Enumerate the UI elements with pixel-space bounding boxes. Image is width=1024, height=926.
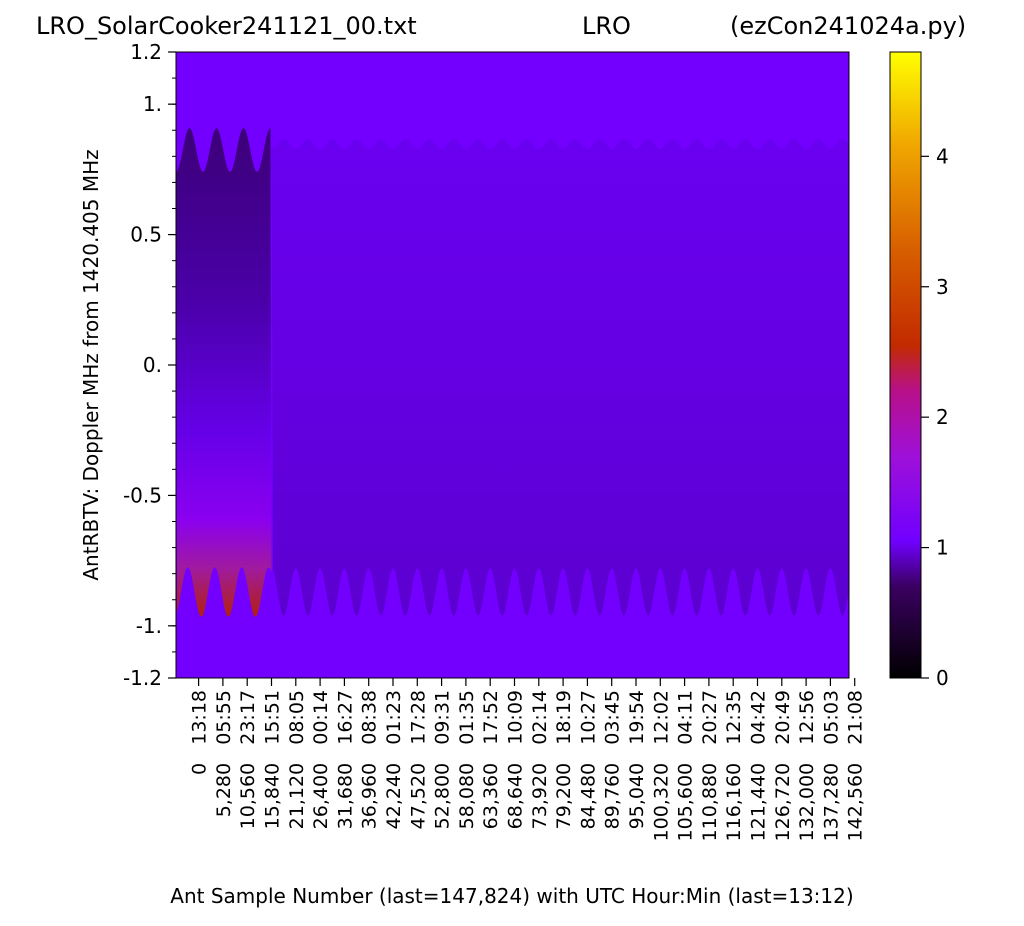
x-tick-label: 79,200 18:19 — [553, 690, 575, 829]
x-tick-label: 0 13:18 — [189, 690, 211, 775]
x-tick-label: 63,360 17:52 — [480, 690, 502, 829]
x-tick-label: 95,040 19:54 — [626, 690, 648, 829]
x-tick-label: 68,640 10:09 — [505, 690, 527, 829]
x-tick-label: 137,280 05:03 — [820, 690, 842, 841]
y-axis-label: AntRBTV: Doppler MHz from 1420.405 MHz — [79, 149, 103, 580]
colorbar-frame — [889, 51, 922, 679]
x-tick-label: 110,880 20:27 — [699, 690, 721, 841]
x-tick-label: 105,600 04:11 — [675, 690, 697, 841]
colorbar-tick-label: 0 — [936, 666, 949, 690]
colorbar-tick-label: 2 — [936, 405, 949, 429]
x-tick-label: 5,280 05:55 — [213, 690, 235, 817]
colorbar: 0 1 2 3 4 — [889, 51, 949, 690]
x-tick-label: 89,760 03:45 — [602, 690, 624, 829]
title-station: LRO — [582, 12, 631, 40]
y-tick-label: 0. — [143, 353, 162, 377]
colorbar-tick-label: 1 — [936, 536, 949, 560]
title-filename: LRO_SolarCooker241121_00.txt — [36, 12, 417, 40]
x-tick-label: 142,560 21:08 — [845, 690, 867, 841]
x-tick-label: 31,680 16:27 — [334, 690, 356, 829]
x-tick-label: 132,000 12:56 — [796, 690, 818, 841]
colorbar-gradient — [890, 52, 921, 678]
x-tick-label: 42,240 01:23 — [383, 690, 405, 829]
x-tick-label: 15,840 15:51 — [262, 690, 284, 829]
x-tick-label: 121,440 04:42 — [748, 690, 770, 841]
colorbar-tick-label: 3 — [936, 275, 949, 299]
y-tick-label: 0.5 — [130, 223, 162, 247]
x-tick-label: 36,960 08:38 — [359, 690, 381, 829]
heatmap-main-band — [271, 139, 849, 616]
title-script: (ezCon241024a.py) — [730, 12, 967, 40]
x-tick-label: 84,480 10:27 — [577, 690, 599, 829]
heatmap-area — [176, 52, 849, 678]
x-axis-label: Ant Sample Number (last=147,824) with UT… — [170, 884, 853, 908]
y-tick-label: -0.5 — [123, 483, 162, 507]
x-tick-label: 58,080 01:35 — [456, 690, 478, 829]
y-tick-label: -1. — [136, 614, 162, 638]
x-tick-label: 100,320 12:02 — [650, 690, 672, 841]
y-axis: 1.2 1. 0.5 0. -0.5 -1. -1.2 — [123, 40, 176, 690]
x-tick-label: 126,720 20:49 — [772, 690, 794, 841]
x-tick-label: 21,120 08:05 — [286, 690, 308, 829]
x-tick-label: 26,400 00:14 — [310, 690, 332, 829]
y-tick-label: 1.2 — [130, 40, 162, 64]
x-tick-label: 116,160 12:35 — [723, 690, 745, 841]
y-tick-label: -1.2 — [123, 666, 162, 690]
x-tick-label: 47,520 17:28 — [407, 690, 429, 829]
colorbar-tick-label: 4 — [936, 144, 949, 168]
x-tick-label: 52,800 09:31 — [432, 690, 454, 829]
heatmap-early-segment — [176, 128, 272, 617]
x-tick-label: 73,920 02:14 — [529, 690, 551, 829]
y-tick-label: 1. — [143, 92, 162, 116]
x-tick-label: 10,560 23:17 — [237, 690, 259, 829]
x-axis: 0 13:18 5,280 05:55 10,560 23:17 15,840 15:… — [189, 678, 867, 841]
